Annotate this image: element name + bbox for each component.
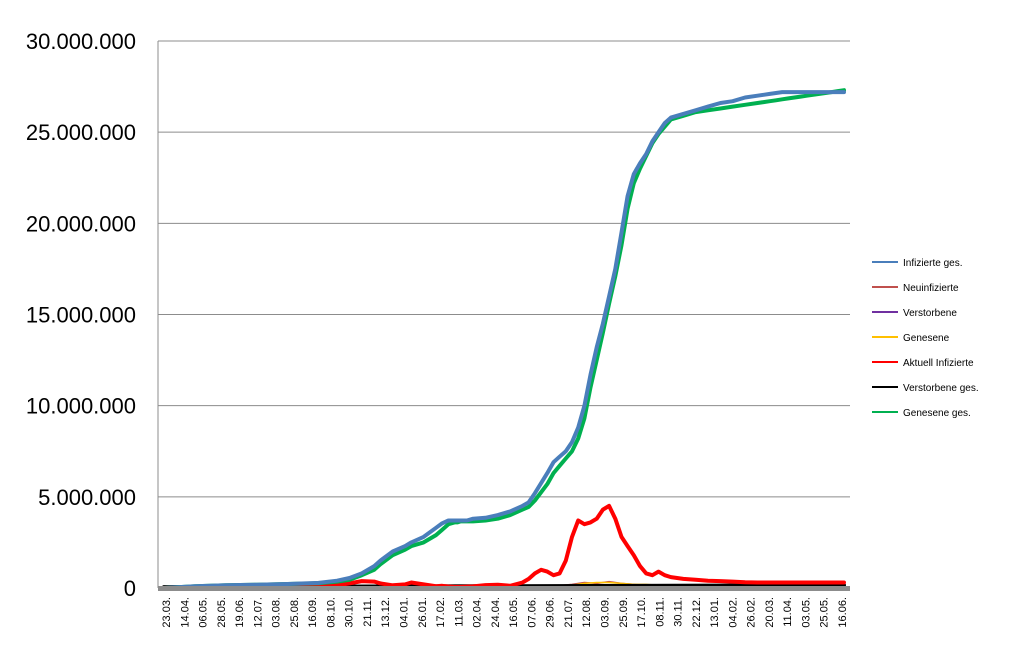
x-tick-label: 25.09. [618,597,630,628]
x-tick-label: 16.09. [307,597,319,628]
legend-label: Genesene ges. [903,408,971,419]
y-tick-label: 5.000.000 [38,485,136,510]
plot-area [162,88,846,590]
x-tick-label: 24.04. [490,597,502,628]
x-tick-label: 13.01. [709,597,721,628]
x-tick-label: 17.02. [435,597,447,628]
x-tick-label: 03.08. [271,597,283,628]
x-tick-label: 21.07. [563,597,575,628]
x-tick-label: 25.05. [819,597,831,628]
legend: Infizierte ges. Neuinfizierte Verstorbene G… [872,258,979,419]
y-axis: 0 5.000.000 10.000.000 15.000.000 20.000.000… [26,29,159,601]
legend-label: Neuinfizierte [903,283,959,294]
x-tick-label: 04.01. [399,597,411,628]
x-tick-label: 23.03. [161,597,173,628]
x-tick-label: 28.05. [216,597,228,628]
x-tick-label: 06.05. [198,597,210,628]
y-tick-label: 10.000.000 [26,394,136,419]
series-line-infizierte-ges [162,90,846,590]
x-tick-label: 08.11. [654,597,666,627]
x-tick-label: 22.12. [691,597,703,628]
legend-label: Genesene [903,333,950,344]
legend-label: Infizierte ges. [903,258,962,269]
y-tick-label: 15.000.000 [26,303,136,328]
x-tick-label: 03.05. [801,597,813,628]
x-tick-label: 11.03. [453,597,465,627]
x-tick-label: 04.02. [727,597,739,628]
legend-label: Verstorbene ges. [903,383,979,394]
x-tick-label: 07.06. [526,597,538,628]
x-tick-label: 12.07. [252,597,264,628]
x-tick-label: 02.04. [472,597,484,628]
x-tick-label: 16.06. [837,597,849,628]
x-tick-label: 20.03. [764,597,776,628]
x-tick-label: 13.12. [380,597,392,628]
legend-label: Verstorbene [903,308,957,319]
x-tick-label: 03.09. [600,597,612,628]
x-tick-label: 19.06. [234,597,246,628]
x-axis: 23.03. 14.04. 06.05. 28.05. 19.06. 12.07. 03.0… [158,586,850,628]
x-tick-label: 30.11. [673,597,685,627]
series-line-genesene-ges [162,88,846,590]
y-tick-label: 30.000.000 [26,29,136,54]
x-tick-label: 16.05. [508,597,520,628]
x-tick-label: 11.04. [782,597,794,627]
x-tick-label: 21.11. [362,597,374,627]
legend-label: Aktuell Infizierte [903,358,974,369]
grid [158,40,850,589]
y-tick-label: 0 [124,576,136,601]
series-line-aktuell-infizierte [162,503,846,590]
x-tick-label: 14.04. [179,597,191,628]
y-tick-label: 25.000.000 [26,120,136,145]
x-tick-label: 26.02. [746,597,758,628]
x-tick-label: 29.06. [545,597,557,628]
x-tick-label: 08.10. [325,597,337,628]
x-tick-label: 26.01. [417,597,429,628]
y-tick-label: 20.000.000 [26,211,136,236]
x-axis-line [158,586,850,591]
x-tick-label: 30.10. [344,597,356,628]
x-tick-label: 25.08. [289,597,301,628]
x-tick-label: 12.08. [581,597,593,628]
x-tick-label: 17.10. [636,597,648,628]
